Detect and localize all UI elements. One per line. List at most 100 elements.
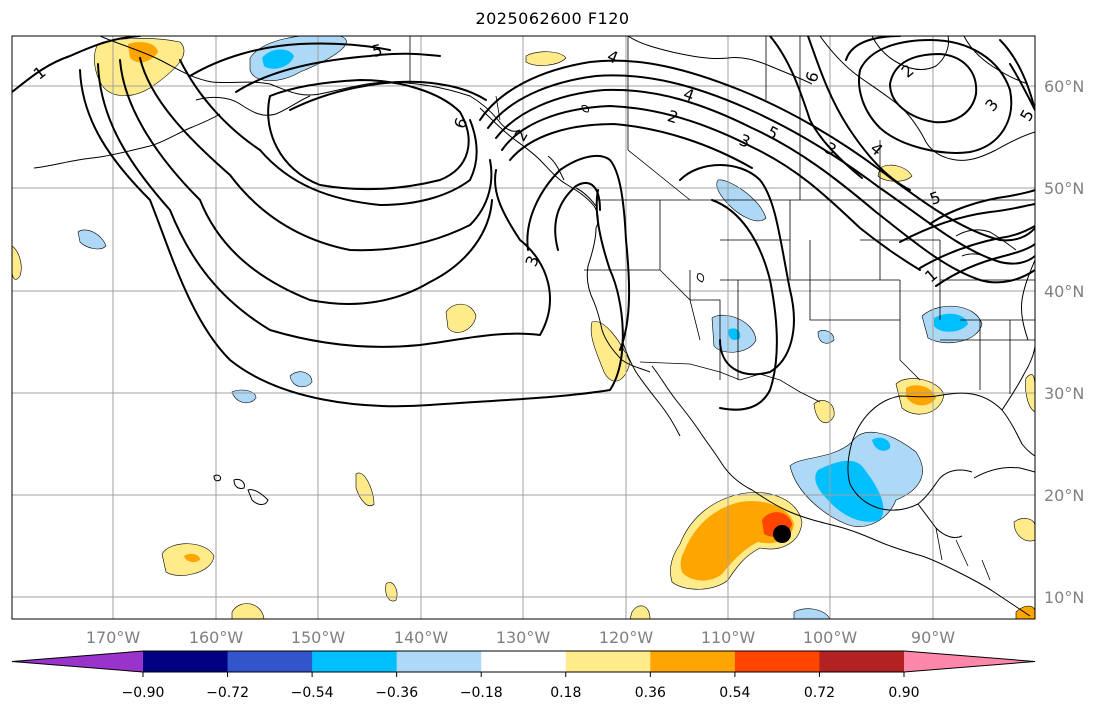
colorbar-segment bbox=[734, 651, 820, 672]
contour-ridge-3 bbox=[495, 88, 1035, 284]
colorbar-segment bbox=[312, 651, 398, 672]
shaded-anomalies bbox=[12, 36, 1035, 619]
canada-province-lines bbox=[627, 36, 881, 201]
contour-east-3 bbox=[919, 225, 1035, 269]
anomaly-mexico-core2 bbox=[872, 437, 891, 451]
lon-label: 100°W bbox=[803, 628, 858, 647]
coast-west-us bbox=[586, 227, 651, 373]
coast-gulf-california bbox=[651, 365, 753, 491]
contour-trough-3b bbox=[711, 199, 778, 411]
anomaly-gulf-alaska-core bbox=[262, 49, 294, 69]
coast-central-america bbox=[921, 555, 1031, 617]
lon-label: 120°W bbox=[599, 628, 654, 647]
colorbar-tick-label: 0.54 bbox=[719, 685, 750, 701]
lat-label: 60°N bbox=[1044, 77, 1084, 96]
contour-east-1 bbox=[929, 189, 1035, 225]
anomaly-canada-positive bbox=[877, 164, 913, 182]
contour-east-2 bbox=[899, 203, 1035, 243]
colorbar: −0.90 −0.72 −0.54 −0.36 −0.18 0.18 0.36 0.54 0.7… bbox=[11, 650, 1036, 701]
contour-ring-5 bbox=[179, 59, 478, 206]
colorbar-tick-label: 0.36 bbox=[635, 685, 666, 701]
contour-east-4 bbox=[935, 243, 1035, 287]
anomaly-pacific-small-neg1 bbox=[77, 229, 107, 250]
coast-east-us bbox=[1021, 259, 1035, 341]
colorbar-segment bbox=[227, 651, 313, 672]
lat-label: 20°N bbox=[1044, 486, 1084, 505]
contour-ring-3 bbox=[119, 59, 493, 305]
lat-label: 50°N bbox=[1044, 179, 1084, 198]
contour-4-top bbox=[235, 52, 441, 93]
anomaly-pacific-small-neg2 bbox=[289, 371, 313, 388]
anomaly-caribbean-positive bbox=[1013, 518, 1035, 542]
coast-bc-islands bbox=[547, 155, 597, 207]
contour-label: 5 bbox=[370, 40, 384, 61]
anomaly-pacific-positive-3-core bbox=[184, 553, 200, 563]
contour-ridge-2 bbox=[487, 74, 1035, 265]
contour-1-west bbox=[12, 36, 141, 93]
anomaly-pacific-positive-2 bbox=[355, 472, 375, 507]
colorbar-tick-label: −0.18 bbox=[460, 685, 503, 701]
contour-ridge-east-5 bbox=[807, 36, 911, 191]
anomaly-tennessee-core bbox=[934, 313, 968, 332]
colorbar-segment bbox=[396, 651, 482, 672]
longitude-labels: 170°W 160°W 150°W 140°W 130°W 120°W 110°… bbox=[86, 628, 955, 647]
contour-ring-2 bbox=[97, 63, 551, 348]
colorbar-tick-label: 0.18 bbox=[550, 685, 581, 701]
anomaly-bc-positive bbox=[525, 51, 567, 66]
lat-label: 30°N bbox=[1044, 384, 1084, 403]
contour-ring-4 bbox=[139, 57, 493, 252]
small-island-central bbox=[696, 273, 705, 283]
contour-ridge-4 bbox=[501, 105, 921, 271]
anomaly-gulf-core bbox=[906, 385, 936, 406]
anomaly-pacific-positive-5 bbox=[231, 603, 265, 619]
lon-label: 150°W bbox=[291, 628, 346, 647]
anomaly-mexico-core bbox=[815, 460, 884, 522]
contour-east-top bbox=[1009, 63, 1035, 111]
lon-label: 110°W bbox=[701, 628, 756, 647]
contour-6-top bbox=[289, 80, 487, 111]
hawaii-island-2 bbox=[233, 479, 245, 489]
hawaii-island-1 bbox=[213, 474, 221, 482]
colorbar-segment bbox=[143, 651, 229, 672]
contour-5-top bbox=[189, 42, 391, 77]
contour-ridge-5 bbox=[509, 123, 753, 169]
colorbar-segment bbox=[819, 651, 905, 672]
colorbar-segment bbox=[481, 651, 567, 672]
lon-label: 160°W bbox=[189, 628, 244, 647]
anomaly-montana-negative bbox=[716, 179, 767, 222]
contour-low-ne-inner bbox=[889, 53, 978, 124]
anomaly-pacific-positive-6 bbox=[629, 605, 651, 619]
colorbar-tick-label: 0.90 bbox=[888, 685, 919, 701]
coast-aleutians bbox=[33, 113, 221, 169]
coast-cuba bbox=[973, 467, 1035, 479]
coast-gulf-mexico bbox=[851, 392, 1035, 457]
coast-hudson-bay bbox=[819, 36, 1035, 161]
coast-panhandle bbox=[479, 107, 599, 229]
colorbar-ticks: −0.90 −0.72 −0.54 −0.36 −0.18 0.18 0.36 0.54 0.7… bbox=[122, 672, 920, 701]
graticule bbox=[12, 36, 1035, 619]
lon-label: 90°W bbox=[911, 628, 955, 647]
central-america-borders bbox=[935, 527, 991, 581]
anomaly-pacific-positive-4 bbox=[385, 582, 398, 602]
contour-ring-outer bbox=[79, 69, 624, 408]
anomaly-texas-coast-positive bbox=[813, 400, 835, 424]
colorbar-segment bbox=[650, 651, 736, 672]
lon-label: 170°W bbox=[86, 628, 141, 647]
lon-label: 140°W bbox=[394, 628, 449, 647]
contour-low-ne-outer bbox=[858, 39, 1013, 154]
anomaly-arizona-core bbox=[728, 328, 741, 340]
hawaii-island-3 bbox=[247, 489, 269, 505]
contour-trough-sw bbox=[526, 154, 631, 351]
contour-3-inner bbox=[554, 182, 601, 251]
state-lines-east bbox=[940, 279, 1035, 394]
lon-label: 130°W bbox=[496, 628, 551, 647]
map-title: 2025062600 F120 bbox=[475, 9, 630, 28]
coast-labrador bbox=[963, 36, 1029, 85]
colorbar-segment bbox=[565, 651, 651, 672]
latitude-labels: 60°N 50°N 40°N 30°N 20°N 10°N bbox=[1044, 77, 1084, 607]
lat-label: 10°N bbox=[1044, 588, 1084, 607]
lat-label: 40°N bbox=[1044, 282, 1084, 301]
coast-alaska-south bbox=[195, 95, 311, 116]
coast-canada-north bbox=[627, 36, 813, 85]
